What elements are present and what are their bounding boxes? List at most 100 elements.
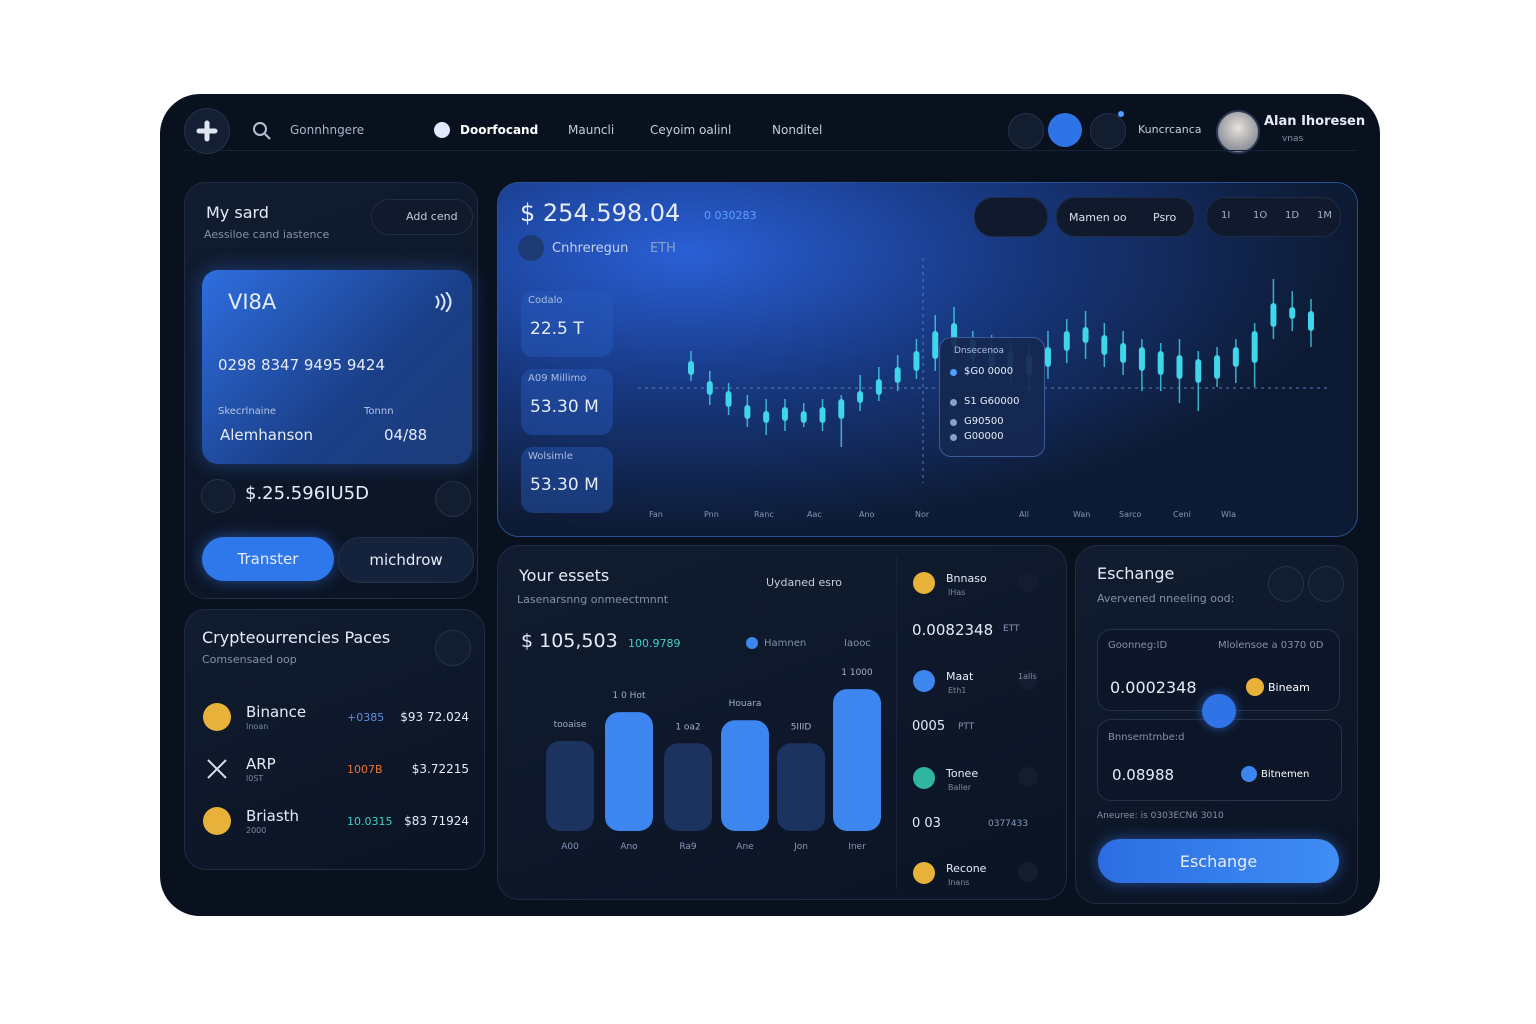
candle-body [1214, 355, 1221, 379]
legend-label: Hamnen [764, 638, 807, 649]
coin-sub: lHas [948, 588, 966, 597]
x-label: Sarco [1119, 510, 1142, 519]
nav-tab[interactable]: Mauncli [568, 123, 615, 137]
from-box[interactable]: Goonneg:ID Mlolensoe a 0370 0D 0.0002348… [1097, 629, 1340, 711]
candle-body [875, 379, 882, 395]
swap-button[interactable] [1202, 694, 1236, 728]
avatar[interactable] [1216, 110, 1260, 154]
chart-tools[interactable] [974, 197, 1048, 237]
stat-box [521, 291, 613, 357]
exchange-button[interactable]: Eschange [1098, 839, 1339, 883]
stat-label: Codalo [528, 295, 563, 306]
button-label[interactable]: michdrow [369, 551, 443, 569]
bar [605, 712, 653, 831]
bar-top-label: 5IIID [791, 722, 812, 732]
candle-body [1101, 335, 1108, 355]
candle-body [1270, 303, 1277, 327]
card-expiry: 04/88 [384, 426, 428, 444]
candle-body [932, 331, 939, 359]
bar-chart: tooaise A00 1 0 Hot Ano 1 oa2 Ra9 Houara Ane 5II… [546, 668, 881, 852]
transfer-button[interactable]: Transter [202, 537, 334, 581]
to-box[interactable]: Bnnsemtmbe:d 0.08988 Bitnemen [1097, 719, 1342, 801]
timeframes[interactable]: 1I 1O 1D 1M [1206, 197, 1341, 237]
coin-sub: Eth1 [948, 686, 967, 695]
timeframe[interactable]: 1I [1221, 210, 1231, 221]
button-label[interactable]: Eschange [1179, 852, 1258, 871]
coin-name: Tonee [946, 767, 979, 780]
coin-icon [203, 807, 231, 835]
coin-sub: 2000 [246, 826, 267, 835]
coin-name: Briasth [246, 807, 300, 825]
bank-card[interactable]: VI8A 0298 8347 9495 9424 Skecrlnaine Ale… [202, 270, 472, 464]
more-button[interactable] [435, 481, 471, 517]
card-balance: $.25.596IU5D [245, 483, 369, 504]
nav-tab[interactable]: Ceyoim oalinl [650, 123, 732, 137]
candlestick-chart [638, 258, 1328, 483]
coin-icon [913, 670, 935, 692]
to-coin[interactable]: Bitnemen [1261, 769, 1310, 780]
withdraw-button[interactable]: michdrow [338, 537, 474, 583]
candle-body [763, 411, 770, 423]
x-tick-label: Ane [736, 842, 754, 852]
bar-top-label: 1 0 Hot [613, 691, 646, 701]
candle-body [857, 391, 864, 403]
nav-tab[interactable]: Nonditel [772, 123, 823, 137]
search-text[interactable]: Gonnhngere [290, 123, 365, 137]
tooltip-title: Dnsecenoa [954, 346, 1005, 356]
timeframe[interactable]: 1O [1253, 210, 1268, 221]
add-card-button[interactable]: Add cend [371, 199, 473, 235]
bar [721, 720, 769, 831]
coin-unit: ETT [1003, 624, 1020, 634]
icon-button[interactable] [1090, 113, 1126, 149]
user-name: Alan Ihoresen [1264, 114, 1366, 129]
candle-body [706, 381, 713, 395]
candle-body [1138, 347, 1145, 371]
mode-option[interactable]: Psro [1153, 211, 1177, 224]
holder-label: Skecrlnaine [218, 406, 277, 417]
candle-body [819, 407, 826, 423]
coin-name: Maat [946, 670, 974, 683]
mode-switch[interactable]: Mamen oo Psro [1056, 197, 1195, 237]
button-label[interactable]: Transter [237, 550, 299, 568]
x-label: Cenl [1173, 510, 1191, 519]
coin-action[interactable] [1018, 572, 1038, 592]
coin-icon [913, 572, 935, 594]
coin-sub: Baller [948, 783, 972, 792]
timeframe[interactable]: 1D [1285, 210, 1300, 221]
coin-price: $3.72215 [411, 762, 469, 776]
candle-body [838, 399, 845, 419]
candle-body [688, 361, 694, 375]
to-amount[interactable]: 0.08988 [1112, 766, 1175, 784]
coin-sub: Inans [948, 878, 970, 887]
candle-body [1063, 331, 1070, 351]
mode-option[interactable]: Mamen oo [1069, 211, 1127, 224]
coin-side: 1alls [1018, 672, 1037, 681]
x-label: Wla [1221, 510, 1237, 519]
candle-body [894, 367, 901, 383]
bar [664, 743, 712, 831]
button-label[interactable]: Add cend [406, 210, 458, 223]
search-icon [253, 122, 271, 140]
coin-action[interactable] [1018, 862, 1038, 882]
logo[interactable] [184, 108, 230, 154]
icon-button[interactable] [1308, 566, 1344, 602]
from-amount[interactable]: 0.0002348 [1110, 678, 1197, 697]
from-coin[interactable]: Bineam [1268, 681, 1310, 694]
coin-action[interactable] [1018, 767, 1038, 787]
timeframe[interactable]: 1M [1317, 210, 1332, 221]
tooltip-row: G00000 [964, 431, 1004, 442]
coin-change: 10.0315 [347, 815, 393, 828]
update-label[interactable]: Uydaned esro [766, 576, 843, 589]
coin-action[interactable] [1018, 670, 1038, 690]
x-label: Pnn [704, 510, 719, 519]
candle-body [1251, 331, 1258, 363]
account-label[interactable]: Kuncrcanca [1138, 123, 1202, 136]
assets-value: $ 105,503 [521, 630, 618, 652]
icon-button[interactable] [1048, 113, 1082, 147]
more-button[interactable] [435, 630, 471, 666]
tooltip-row: $G0 0000 [964, 366, 1014, 377]
nav-tab[interactable]: Doorfocand [460, 123, 539, 137]
icon-button[interactable] [1008, 113, 1044, 149]
icon-button[interactable] [1268, 566, 1304, 602]
candle-body [781, 407, 788, 421]
